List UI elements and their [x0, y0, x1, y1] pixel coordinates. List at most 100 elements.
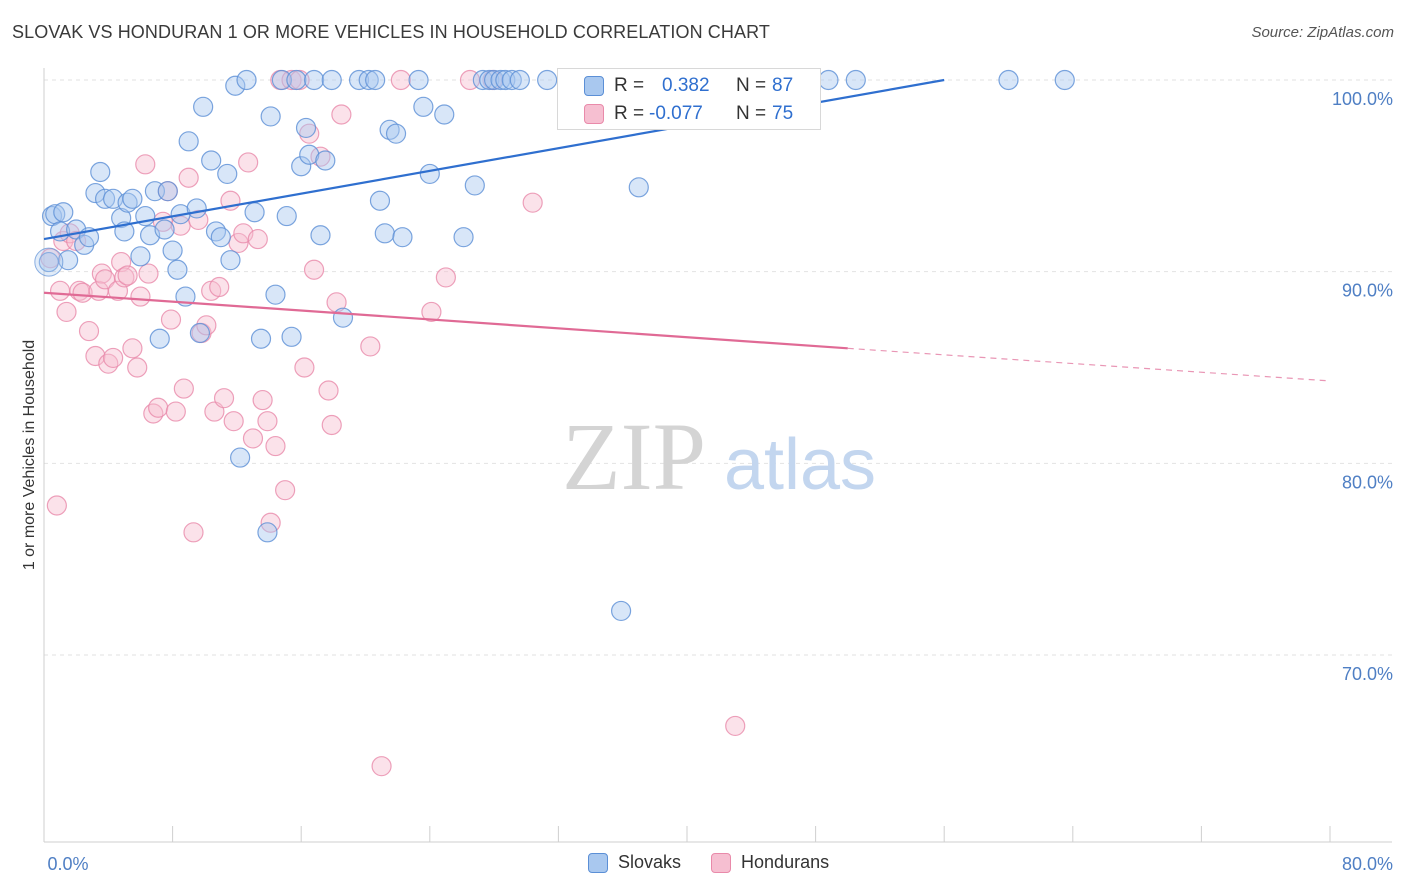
honduran-point [303, 259, 325, 280]
honduran-point [321, 414, 342, 436]
slovak-point [210, 227, 231, 248]
slovak-point [286, 69, 307, 91]
y-tick-label: 80.0% [1342, 472, 1393, 492]
honduran-point [326, 292, 347, 313]
n-value: 75 [772, 103, 794, 124]
slovak-point [434, 104, 455, 125]
slovak-point [295, 117, 317, 139]
slovak-point [154, 219, 175, 240]
n-label: N = [736, 103, 767, 124]
slovak-point [310, 225, 331, 246]
honduran-point [265, 435, 286, 457]
watermark-atlas: atlas [724, 425, 876, 505]
tick-labels: 70.0% 80.0% 90.0% 100.0% 0.0% 80.0% [47, 89, 1393, 874]
slovak-point [271, 69, 293, 91]
honduran-point [165, 401, 186, 422]
slovak-point [537, 69, 558, 91]
y-tick-label: 100.0% [1332, 89, 1393, 109]
legend-item-slovaks[interactable]: Slovaks [588, 852, 681, 873]
chart-title: SLOVAK VS HONDURAN 1 OR MORE VEHICLES IN… [12, 22, 770, 42]
slovak-point [230, 447, 251, 468]
honduran-point [103, 347, 124, 369]
slovak-point [291, 156, 312, 177]
slovak-point [321, 69, 342, 91]
honduran-point [46, 495, 67, 516]
honduran-point [242, 428, 264, 449]
slovak-point [495, 69, 516, 91]
honduran-point [371, 756, 392, 777]
honduran-point [209, 276, 230, 298]
honduran-point [111, 251, 132, 273]
slovak-point [845, 69, 866, 91]
n-label: N = [736, 75, 767, 96]
honduran-point [85, 345, 106, 367]
slovak-point [365, 69, 386, 91]
honduran-point [72, 282, 93, 303]
slovak-point [392, 227, 413, 248]
slovak-point [34, 247, 64, 277]
watermark: ZIP atlas [562, 403, 876, 510]
honduran-point [114, 267, 135, 288]
n-value: 87 [772, 75, 794, 96]
honduran-point [160, 309, 182, 330]
source-label: Source: ZipAtlas.com [1251, 24, 1394, 41]
slovak-point [509, 69, 530, 91]
honduran-point [257, 411, 278, 432]
axes [43, 68, 1392, 843]
slovak-point [167, 259, 188, 280]
stats-row-slovaks: R = 0.382 N = 87 [558, 72, 820, 100]
honduran-point [725, 715, 746, 737]
slovak-point [189, 322, 211, 344]
honduran-point [435, 267, 456, 288]
honduran-point [223, 411, 244, 432]
slovak-point [413, 96, 434, 117]
honduran-point [56, 301, 77, 323]
honduran-point [130, 286, 151, 307]
slovak-point [265, 284, 286, 305]
slovak-point [374, 223, 395, 244]
honduran-point [135, 154, 156, 175]
legend-label-slovaks: Slovaks [618, 852, 682, 872]
honduran-point [49, 280, 71, 301]
honduran-point [117, 265, 138, 286]
slovaks-swatch [588, 852, 608, 873]
slovak-point [94, 188, 116, 209]
honduran-point [148, 397, 169, 418]
legend-item-hondurans[interactable]: Hondurans [711, 852, 829, 873]
slovak-point [379, 119, 400, 140]
slovak-point [149, 328, 170, 349]
slovak-point [484, 69, 505, 91]
series-legend: Slovaks Hondurans [588, 852, 859, 873]
y-tick-label: 70.0% [1342, 664, 1393, 684]
honduran-point [318, 380, 339, 401]
hondurans-swatch [711, 852, 732, 873]
slovak-point [276, 205, 297, 227]
r-value: -0.077 [649, 103, 703, 124]
slovak-point [472, 69, 493, 91]
honduran-point [178, 167, 199, 188]
slovak-point [201, 150, 222, 171]
slovak-point [236, 69, 257, 91]
x-tick-label: 0.0% [47, 854, 88, 874]
honduran-point [294, 357, 315, 378]
honduran-point [127, 357, 148, 378]
slovak-point [303, 69, 325, 91]
slovaks-swatch [584, 76, 604, 96]
r-value: 0.382 [662, 75, 710, 96]
slovak-point [257, 522, 278, 543]
slovak-point [281, 326, 302, 347]
honduran-point [522, 192, 543, 213]
honduran-point [275, 480, 296, 501]
slovak-point [332, 307, 354, 328]
slovak-point [193, 96, 214, 117]
hondurans-trend-line [43, 291, 848, 350]
slovak-point [358, 69, 379, 91]
honduran-point [78, 320, 100, 342]
honduran-point [421, 301, 442, 323]
slovak-point [453, 227, 474, 248]
stats-row-hondurans: R = -0.077 N = 75 [558, 100, 820, 128]
slovak-point [53, 202, 74, 223]
honduran-point [252, 389, 273, 411]
slovak-point [130, 246, 151, 267]
